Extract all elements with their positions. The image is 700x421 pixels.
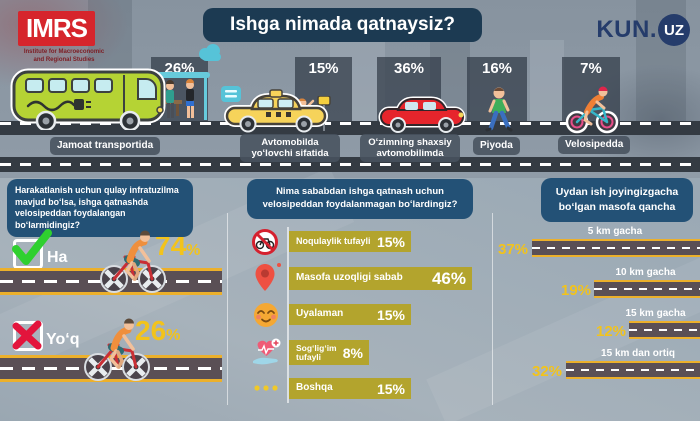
location-pin-icon [255, 263, 281, 291]
reason-pct: 46% [431, 268, 466, 288]
no-unit: % [166, 327, 181, 344]
bus-sign-icon [221, 86, 241, 102]
road-graphic [594, 280, 700, 298]
distance-label: 5 km gacha [587, 226, 643, 237]
x-icon [12, 320, 42, 350]
transport-label-walk: Piyoda [473, 137, 520, 155]
road-graphic [532, 239, 700, 257]
distance-question-box: Uydan ish joyingizgacha boʻlgan masofa q… [541, 178, 693, 222]
reason-pct: 15% [376, 380, 405, 397]
no-value: 26 [135, 315, 167, 346]
road-graphic [0, 157, 700, 172]
imrs-logo-subtitle: Institute for Macroeconomic and Regional… [23, 49, 105, 63]
road-graphic [566, 361, 700, 379]
kunuz-logo-badge: UZ [658, 14, 690, 46]
imrs-logo-text: IMRS [18, 11, 95, 46]
road-graphic [629, 321, 700, 339]
page-title: Ishga nimada qatnaysiz? [203, 8, 482, 42]
reason-bar: Sogʻligʻim tufayli 8% [289, 340, 369, 365]
distance-label: 15 km gacha [625, 308, 686, 319]
imrs-logo: IMRS Institute for Macroeconomic and Reg… [18, 11, 110, 64]
blush-emoji-icon [254, 303, 278, 327]
kunuz-logo: KUN. UZ [596, 14, 690, 46]
transport-label-public: Jamoat transportida [50, 137, 161, 155]
no-bicycle-icon [252, 229, 278, 255]
reason-bar: Boshqa 15% [289, 378, 411, 399]
transport-label-taxi: Avtomobilda yoʻlovchi sifatida [240, 134, 340, 163]
reason-label: Boshqa [296, 382, 333, 394]
reason-label: Masofa uzoqligi sabab [296, 272, 403, 284]
yes-checkbox [13, 239, 43, 269]
reason-pct: 15% [376, 233, 405, 250]
no-label: Yoʻq [46, 331, 80, 348]
distance-label: 10 km gacha [615, 267, 676, 278]
transport-label-bicycle: Velosipedda [558, 136, 631, 154]
distance-pct: 37% [498, 241, 529, 258]
more-dots-icon [254, 385, 278, 391]
cloud-icon [199, 44, 221, 61]
check-icon [12, 229, 52, 265]
distance-pct: 19% [561, 282, 592, 299]
cyclist-yes-icon [100, 230, 166, 293]
reason-bar: Noqulaylik tufayli 15% [289, 231, 411, 252]
bar-axis-line [287, 227, 289, 403]
reason-label: Noqulaylik tufayli [296, 235, 371, 246]
divider-line [227, 213, 228, 405]
pedestrian-icon [485, 87, 513, 132]
transport-label-own-car: Oʻzimning shaxsiy avtomobilimda [360, 134, 460, 163]
reasons-question-box: Nima sababdan ishga qatnash uchun velosi… [247, 179, 473, 219]
yes-unit: % [186, 242, 201, 259]
bus-icon [10, 68, 166, 130]
distance-pct: 12% [596, 323, 627, 340]
divider-line [492, 213, 493, 405]
cyclist-icon [565, 86, 619, 134]
no-percentage: 26% [135, 317, 180, 345]
reason-pct: 15% [376, 306, 405, 323]
transport-pct: 16% [481, 60, 513, 77]
cyclist-no-icon [84, 318, 150, 381]
yes-label: Ha [47, 249, 68, 266]
road-graphic [0, 121, 700, 135]
kunuz-logo-text: KUN. [596, 16, 657, 43]
reason-label: Uyalaman [296, 308, 344, 320]
distance-pct: 32% [532, 363, 563, 380]
reason-bar: Masofa uzoqligi sabab 46% [289, 267, 472, 290]
transport-pct: 15% [308, 60, 339, 77]
reason-label: Sogʻligʻim tufayli [296, 342, 337, 362]
car-icon [378, 96, 466, 133]
transport-pct: 36% [393, 60, 425, 77]
reason-bar: Uyalaman 15% [289, 304, 411, 325]
bike-question-box: Harakatlanish uchun qulay infratuzilma m… [7, 179, 193, 238]
reason-pct: 8% [342, 344, 363, 361]
health-icon [253, 338, 281, 365]
no-checkbox [13, 321, 43, 351]
transport-pct: 7% [580, 60, 602, 77]
taxi-icon [224, 89, 328, 133]
distance-label: 15 km dan ortiq [601, 348, 675, 359]
